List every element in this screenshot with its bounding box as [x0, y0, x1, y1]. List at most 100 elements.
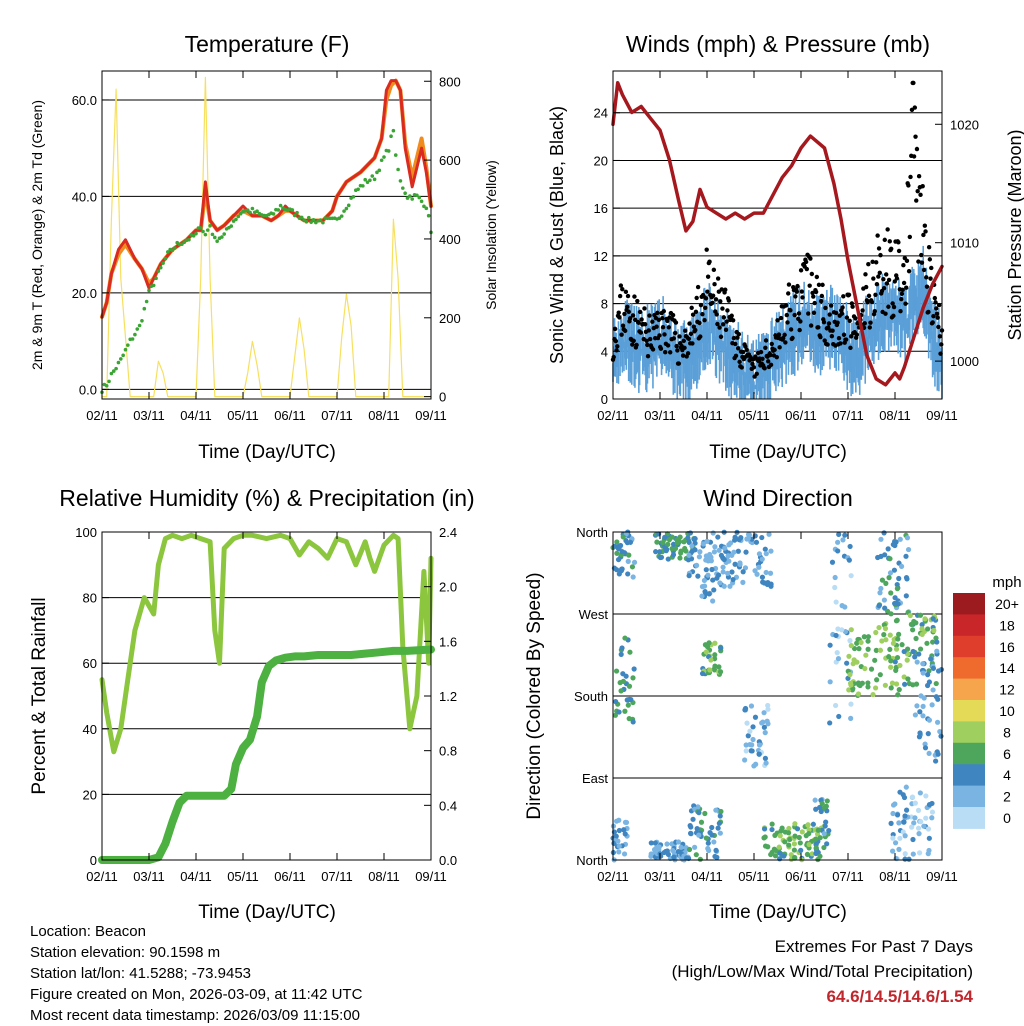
gust-point [790, 335, 795, 341]
wind-direction-point [917, 612, 924, 618]
wind-direction-point [916, 651, 922, 657]
wind-direction-point [718, 808, 724, 815]
wind-direction-point [819, 801, 825, 807]
wind-direction-point [840, 537, 846, 543]
wind-direction-point [720, 569, 726, 575]
gust-point [695, 284, 701, 290]
wind-direction-point [850, 661, 856, 667]
dewpoint-point [393, 153, 398, 157]
wind-direction-point [930, 665, 937, 671]
gust-point [642, 322, 648, 327]
wind-direction-point [756, 564, 762, 570]
wind-direction-point [847, 671, 853, 678]
gust-point [666, 325, 671, 330]
wind-direction-point [674, 540, 680, 546]
dewpoint-point [166, 250, 170, 254]
wind-direction-point [824, 841, 830, 847]
dewpoint-point [194, 231, 198, 236]
gust-point [886, 277, 892, 283]
gust-point [840, 305, 845, 310]
y-tick-label: East [582, 771, 608, 786]
wind-direction-point [925, 826, 932, 832]
gust-point [898, 309, 903, 314]
colorbar-tick-label: 0 [1003, 810, 1011, 826]
wind-direction-point [832, 574, 838, 581]
gust-point [637, 309, 643, 315]
wind-direction-point [876, 603, 882, 609]
winds-series [610, 80, 945, 399]
wind-direction-points [610, 529, 945, 863]
gust-point [713, 297, 719, 302]
gust-point [783, 340, 788, 345]
gust-point [874, 260, 879, 265]
gust-point [782, 332, 787, 338]
wind-direction-point [896, 820, 902, 826]
wind-direction-point [618, 651, 624, 657]
gust-point [919, 260, 925, 265]
y-tick-label: 0 [90, 853, 97, 868]
x-tick-label: 04/11 [180, 408, 212, 423]
gust-point [891, 313, 896, 319]
wind-direction-point [618, 688, 624, 694]
dewpoint-point [220, 235, 224, 239]
gust-point [930, 320, 935, 325]
y2-tick-label: 0.4 [439, 798, 457, 813]
gust-point [739, 365, 744, 370]
station-info: Location: Beacon Station elevation: 90.1… [30, 921, 362, 1026]
dewpoint-point [222, 232, 226, 236]
wind-direction-point [934, 648, 940, 654]
gust-point [875, 233, 880, 238]
wind-direction-point [761, 710, 767, 716]
wind-direction-point [713, 807, 719, 813]
dewpoint-point [201, 229, 205, 234]
gust-point [729, 313, 734, 318]
wind-direction-point [926, 717, 933, 723]
wind-direction-point [897, 536, 903, 542]
wind-direction-point [753, 761, 759, 767]
wind-direction-point [705, 845, 711, 852]
wind-direction-point [910, 851, 916, 857]
gust-point [883, 311, 888, 316]
gust-point [705, 289, 710, 294]
gust-point [795, 283, 800, 289]
colorbar-tick-label: 18 [999, 617, 1015, 633]
colorbar-swatch [953, 678, 985, 701]
gust-point [876, 274, 881, 279]
gust-point [689, 305, 694, 311]
dewpoint-point [389, 134, 393, 139]
wind-direction-point [670, 552, 677, 558]
wind-direction-point [799, 829, 805, 835]
wind-direction-point [625, 571, 631, 577]
dewpoint-point [245, 208, 250, 213]
x-tick-label: 03/11 [644, 408, 676, 423]
wind-direction-point [881, 530, 887, 536]
gust-point [677, 334, 682, 339]
gust-point [760, 356, 765, 362]
wind-direction-point [920, 703, 926, 709]
wind-direction-point [823, 819, 829, 825]
dewpoint-point [234, 217, 238, 222]
x-tick-label: 05/11 [227, 408, 259, 423]
wind-direction-point [771, 846, 777, 852]
wind-direction-point [675, 839, 682, 845]
gust-point [911, 154, 917, 159]
wind-direction-point [899, 642, 905, 648]
wind-direction-point [931, 627, 937, 634]
dewpoint-point [377, 168, 382, 173]
gust-point [639, 317, 644, 322]
gust-point [867, 325, 872, 330]
wind-direction-point [716, 547, 722, 553]
winds-xlabel: Time (Day/UTC) [709, 442, 847, 463]
gust-point [763, 338, 769, 343]
wind-direction-point [904, 535, 911, 541]
wind-direction-point [818, 808, 824, 815]
colorbar-tick-label: 10 [999, 703, 1015, 719]
y-tick-label: 0.0 [79, 382, 97, 397]
gust-point [921, 267, 927, 273]
dewpoint-point [342, 209, 346, 213]
dewpoint-point [140, 318, 144, 323]
wind-direction-point [629, 564, 636, 570]
gust-point [778, 315, 784, 321]
dewpoint-point [121, 353, 125, 358]
wind-direction-point [714, 854, 720, 860]
